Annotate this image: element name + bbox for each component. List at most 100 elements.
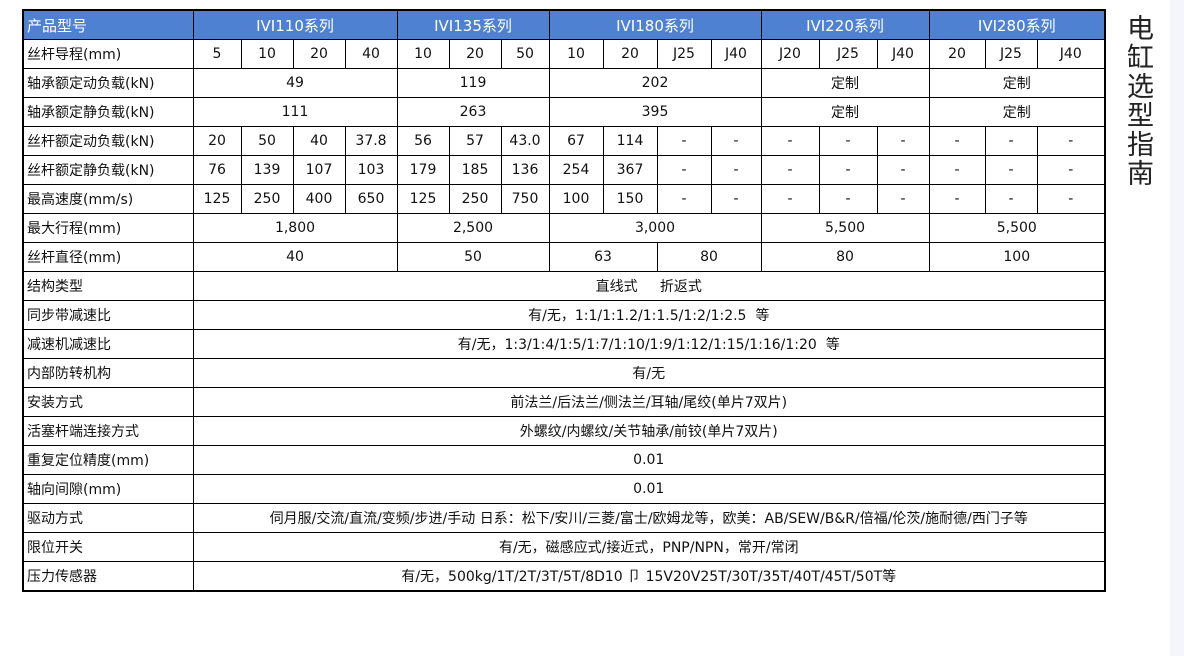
spec-cell: 10 <box>240 39 294 69</box>
row-label: 同步带减速比 <box>22 300 194 330</box>
spec-row: 重复定位精度(mm) 0.01 <box>22 445 1106 475</box>
spec-cell: 250 <box>448 184 502 214</box>
spec-cell: - <box>818 184 878 214</box>
spec-cell: 80 <box>760 242 930 272</box>
spec-cell: - <box>876 184 930 214</box>
spec-cell: 20 <box>192 126 242 156</box>
row-label: 内部防转机构 <box>22 358 194 388</box>
spec-cell: - <box>876 126 930 156</box>
spec-cell: J25 <box>656 39 712 69</box>
spec-cell: 有/无，1:1/1:1.2/1:1.5/1:2/1:2.5 等 <box>192 300 1106 330</box>
spec-cell: J25 <box>984 39 1038 69</box>
spec-cell: J20 <box>760 39 820 69</box>
spec-row: 丝杆直径(mm) 40 50 63 80 80 100 <box>22 242 1106 272</box>
row-label: 驱动方式 <box>22 503 194 533</box>
spec-cell: 定制 <box>928 97 1106 127</box>
spec-cell: - <box>928 126 986 156</box>
spec-cell: - <box>710 184 762 214</box>
spec-cell: 20 <box>448 39 502 69</box>
spec-cell: 57 <box>448 126 502 156</box>
spec-cell: 0.01 <box>192 474 1106 504</box>
spec-cell: 100 <box>928 242 1106 272</box>
spec-cell: 125 <box>396 184 450 214</box>
spec-cell: 67 <box>548 126 604 156</box>
spec-cell: 56 <box>396 126 450 156</box>
row-label: 减速机减速比 <box>22 329 194 359</box>
spec-cell: 367 <box>602 155 658 185</box>
spec-row: 内部防转机构 有/无 <box>22 358 1106 388</box>
spec-row: 限位开关 有/无，磁感应式/接近式，PNP/NPN，常开/常闭 <box>22 532 1106 562</box>
spec-cell: - <box>656 184 712 214</box>
spec-cell: 50 <box>240 126 294 156</box>
spec-cell: 150 <box>602 184 658 214</box>
spec-cell: - <box>710 126 762 156</box>
spec-cell: 254 <box>548 155 604 185</box>
spec-table: 产品型号 IVI110系列 IVI135系列 IVI180系列 IVI220系列 IVI2… <box>22 9 1107 592</box>
spec-cell: 外螺纹/内螺纹/关节轴承/前铰(单片7双片) <box>192 416 1106 446</box>
spec-cell: - <box>984 155 1038 185</box>
spec-cell: 20 <box>602 39 658 69</box>
spec-row: 驱动方式 伺月服/交流/直流/变频/步进/手动 日系：松下/安川/三菱/富士/欧姆… <box>22 503 1106 533</box>
spec-cell: 139 <box>240 155 294 185</box>
spec-cell: 0.01 <box>192 445 1106 475</box>
spec-cell: 40 <box>192 242 398 272</box>
spec-cell: 750 <box>500 184 550 214</box>
row-label: 丝杆直径(mm) <box>22 242 194 272</box>
spec-cell: J25 <box>818 39 878 69</box>
spec-cell: 1,800 <box>192 213 398 243</box>
spec-row: 最大行程(mm) 1,800 2,500 3,000 5,500 5,500 <box>22 213 1106 243</box>
spec-cell: 50 <box>396 242 550 272</box>
spec-cell: 37.8 <box>344 126 398 156</box>
row-label: 压力传感器 <box>22 561 194 592</box>
header-row: 产品型号 IVI110系列 IVI135系列 IVI180系列 IVI220系列 IVI2… <box>22 9 1106 40</box>
spec-row: 同步带减速比 有/无，1:1/1:1.2/1:1.5/1:2/1:2.5 等 <box>22 300 1106 330</box>
spec-cell: J40 <box>1036 39 1106 69</box>
spec-cell: 5 <box>192 39 242 69</box>
spec-cell: 103 <box>344 155 398 185</box>
spec-cell: - <box>1036 155 1106 185</box>
row-label: 丝杆额定静负载(kN) <box>22 155 194 185</box>
spec-cell: 179 <box>396 155 450 185</box>
spec-cell: 有/无，磁感应式/接近式，PNP/NPN，常开/常闭 <box>192 532 1106 562</box>
spec-row: 活塞杆端连接方式 外螺纹/内螺纹/关节轴承/前铰(单片7双片) <box>22 416 1106 446</box>
row-label: 丝杆额定动负载(kN) <box>22 126 194 156</box>
spec-cell: 有/无 <box>192 358 1106 388</box>
spec-row: 结构类型 直线式 折返式 <box>22 271 1106 301</box>
spec-cell: J40 <box>710 39 762 69</box>
spec-cell: 伺月服/交流/直流/变频/步进/手动 日系：松下/安川/三菱/富士/欧姆龙等，欧… <box>192 503 1106 533</box>
spec-cell: 185 <box>448 155 502 185</box>
spec-cell: 107 <box>292 155 346 185</box>
spec-cell: 40 <box>344 39 398 69</box>
spec-cell: 定制 <box>760 97 930 127</box>
spec-row: 丝杆额定动负载(kN) 20 50 40 37.8 56 57 43.0 67 114- - - - - -… <box>22 126 1106 156</box>
spec-row: 安装方式 前法兰/后法兰/侧法兰/耳轴/尾绞(单片7双片) <box>22 387 1106 417</box>
spec-cell: - <box>1036 126 1106 156</box>
spec-row: 轴向间隙(mm) 0.01 <box>22 474 1106 504</box>
spec-cell: - <box>710 155 762 185</box>
spec-cell: 直线式 折返式 <box>192 271 1106 301</box>
spec-cell: 119 <box>396 68 550 98</box>
row-label: 丝杆导程(mm) <box>22 39 194 69</box>
row-label: 结构类型 <box>22 271 194 301</box>
spec-cell: 10 <box>396 39 450 69</box>
row-label: 轴承额定动负载(kN) <box>22 68 194 98</box>
row-label: 轴承额定静负载(kN) <box>22 97 194 127</box>
spec-cell: 250 <box>240 184 294 214</box>
spec-cell: 10 <box>548 39 604 69</box>
spec-cell: 202 <box>548 68 762 98</box>
spec-cell: - <box>928 184 986 214</box>
spec-cell: - <box>1036 184 1106 214</box>
spec-cell: 有/无，500kg/1T/2T/3T/5T/8D10 卩 15V20V25T/3… <box>192 561 1106 592</box>
spec-cell: - <box>656 126 712 156</box>
spec-row: 减速机减速比 有/无，1:3/1:4/1:5/1:7/1:10/1:9/1:12/… <box>22 329 1106 359</box>
spec-cell: - <box>760 155 820 185</box>
spec-cell: 650 <box>344 184 398 214</box>
spec-cell: 有/无，1:3/1:4/1:5/1:7/1:10/1:9/1:12/1:15/1… <box>192 329 1106 359</box>
spec-row: 轴承额定动负载(kN) 49 119 202 定制 定制 <box>22 68 1106 98</box>
series-header: IVI180系列 <box>548 9 762 40</box>
spec-cell: 43.0 <box>500 126 550 156</box>
spec-cell: 76 <box>192 155 242 185</box>
spec-cell: - <box>928 155 986 185</box>
spec-row: 丝杆导程(mm) 5 10 20 40 10 20 50 10 20 J25 J40 J20 J25 J40… <box>22 39 1106 69</box>
spec-cell: 400 <box>292 184 346 214</box>
